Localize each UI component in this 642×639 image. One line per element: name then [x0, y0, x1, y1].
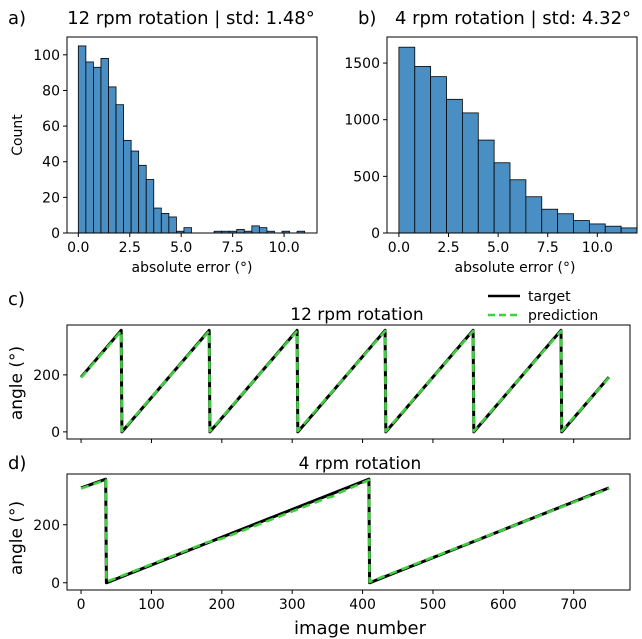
panel-b-bar [588, 223, 606, 234]
panel-d-series-target [80, 477, 610, 585]
panel-a-bar [160, 212, 170, 234]
panel-a-bar [100, 57, 109, 234]
panel-a-bar [138, 164, 147, 234]
panel-d-xtick-label: 500 [420, 597, 447, 613]
panel-d-title: 4 rpm rotation [299, 454, 422, 474]
panel-a-ytick-label: 40 [42, 155, 60, 171]
panel-d-ytick-label: 200 [33, 518, 60, 534]
panel-a-bar [92, 66, 102, 234]
panel-a-ytick-label: 80 [42, 83, 60, 99]
legend-target-label: target [528, 289, 571, 305]
panel-d-xtick-label: 300 [279, 597, 306, 613]
panel-b-bar [573, 220, 590, 234]
panel-a-xtick-label: 7.5 [222, 240, 244, 256]
panel-d-xtick-label: 100 [138, 597, 165, 613]
panel-a-bar [168, 216, 177, 234]
panel-a-bar [108, 86, 117, 234]
panel-a-bar [153, 207, 162, 234]
legend-prediction-label: prediction [528, 308, 598, 324]
panel-b-ytick-label: 1500 [344, 56, 380, 72]
panel-b-xtick-label: 5.0 [487, 240, 509, 256]
panel-a-ytick-label: 0 [51, 226, 60, 242]
panel-b-bar [430, 76, 447, 234]
panel-a-title: 12 rpm rotation | std: 1.48° [67, 8, 315, 29]
panel-b-frame [386, 36, 638, 234]
panel-c-series-target [79, 328, 611, 434]
panel-b-xtick-label: 7.5 [537, 240, 559, 256]
panel-b-bar [557, 213, 574, 234]
panel-c-letter: c) [8, 289, 25, 310]
panel-b-title: 4 rpm rotation | std: 4.32° [395, 8, 631, 29]
panel-b-xtick-label: 2.5 [437, 240, 459, 256]
panel-a-bar [258, 227, 268, 234]
panel-a-bar [115, 104, 124, 234]
panel-b-bar [509, 179, 527, 234]
panel-a-xtick-label: 10.0 [268, 240, 299, 256]
panel-a-ytick-label: 60 [42, 119, 60, 135]
axis-a-ylabel: Count [10, 114, 26, 156]
panel-d-series-prediction [80, 478, 610, 584]
panel-b-bar [477, 139, 495, 234]
panel-a-bar [251, 225, 260, 234]
panel-a-ytick-label: 100 [33, 48, 60, 64]
panel-c-series-prediction [80, 329, 610, 433]
panel-b-bar [414, 66, 432, 234]
panel-b-bar [461, 112, 479, 234]
panel-a-letter: a) [8, 8, 26, 29]
panel-b-xtick-label: 10.0 [582, 240, 613, 256]
panel-a-bar [123, 139, 132, 234]
panel-b-bar [398, 46, 416, 234]
panel-d-letter: d) [8, 453, 26, 474]
axis-c-ylabel: angle (°) [7, 346, 27, 420]
panel-b-ytick-label: 0 [371, 226, 380, 242]
panel-b-letter: b) [358, 8, 376, 29]
panel-a-xtick-label: 5.0 [170, 240, 192, 256]
panel-a-xtick-label: 0.0 [67, 240, 89, 256]
panel-c-title: 12 rpm rotation [290, 305, 423, 325]
panel-b-bar [493, 162, 511, 234]
legend: target prediction [488, 289, 598, 324]
axis-d-xlabel: image number [294, 618, 427, 639]
panel-c-ytick-label: 200 [33, 368, 60, 384]
panel-a-ytick-label: 20 [42, 190, 60, 206]
panel-d-xtick-label: 700 [560, 597, 587, 613]
panel-c-frame [66, 324, 631, 440]
panel-b-bar [604, 225, 622, 234]
panel-a-bar [130, 150, 140, 234]
panel-b-bar [541, 208, 559, 234]
panel-c-ytick-label: 0 [51, 425, 60, 441]
panel-b-bar [446, 98, 463, 234]
panel-b-bar [525, 196, 543, 234]
panel-d-xtick-label: 0 [77, 597, 86, 613]
axis-b-xlabel: absolute error (°) [455, 260, 576, 276]
axis-a-xlabel: absolute error (°) [132, 260, 253, 276]
panel-d-ytick-label: 0 [51, 576, 60, 592]
panel-a-bar [183, 227, 192, 234]
panel-d-xtick-label: 400 [349, 597, 376, 613]
panel-d-xtick-label: 600 [490, 597, 517, 613]
panel-a-xtick-label: 2.5 [119, 240, 141, 256]
panel-b-ytick-label: 1000 [344, 113, 380, 129]
panel-b-bar [620, 227, 638, 234]
panel-b-ytick-label: 500 [353, 169, 380, 185]
panel-d-frame [66, 473, 631, 591]
panel-a-bar [236, 229, 245, 234]
panel-d-xtick-label: 200 [208, 597, 235, 613]
panel-a-bar [77, 45, 87, 234]
panel-a-frame [66, 36, 318, 234]
panel-a-bar [85, 61, 94, 234]
panel-b-xtick-label: 0.0 [388, 240, 410, 256]
panel-a-bar [145, 179, 155, 234]
axis-d-ylabel: angle (°) [7, 501, 27, 575]
